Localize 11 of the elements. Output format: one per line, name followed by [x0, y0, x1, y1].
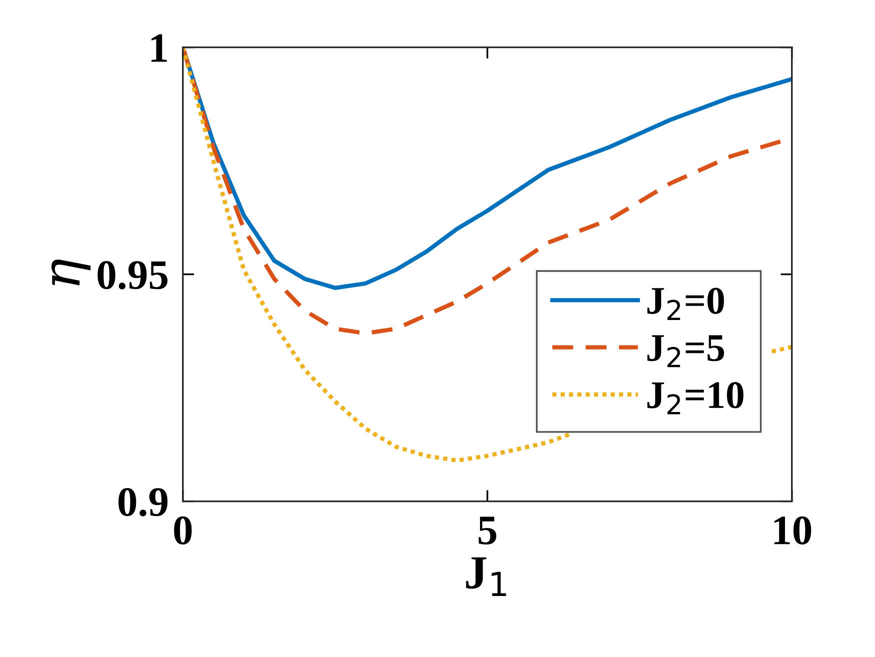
y-tick-label: 0.95 — [98, 261, 168, 290]
y-axis-title: η — [51, 260, 91, 286]
x-tick-label: 5 — [478, 516, 496, 545]
y-tick-label: 1 — [151, 34, 167, 62]
legend-label: J$_{2}$=5 — [647, 335, 724, 368]
x-tick-label: 10 — [774, 516, 812, 545]
x-tick-label: 0 — [174, 516, 192, 545]
y-tick-label: 0.9 — [118, 488, 168, 516]
legend-label: J$_{2}$=0 — [647, 288, 724, 320]
x-axis-title: J$_{1}$ — [466, 557, 506, 596]
legend-label: J$_{2}$=10 — [647, 382, 744, 414]
